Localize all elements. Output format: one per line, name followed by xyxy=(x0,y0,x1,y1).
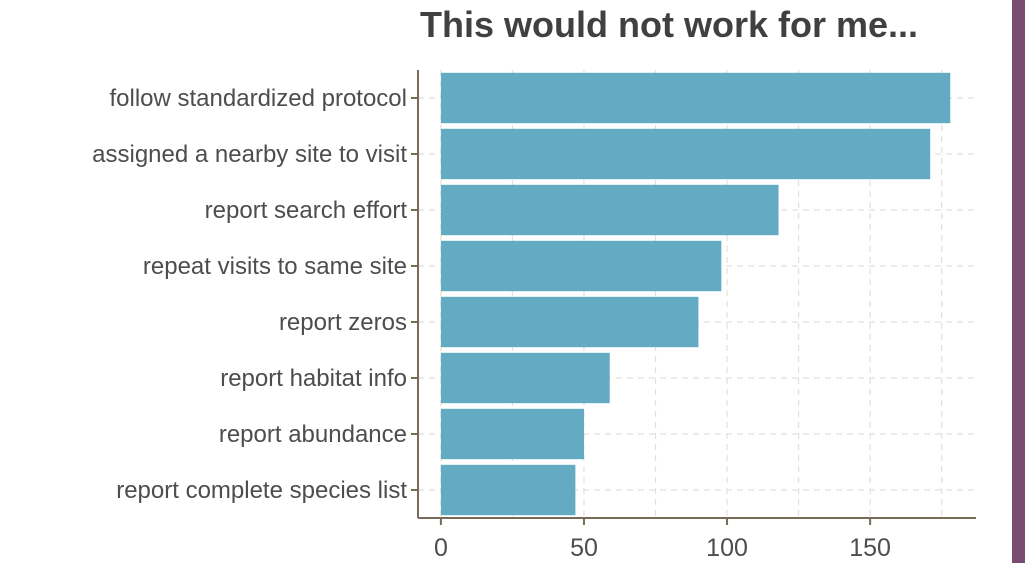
x-tick-label: 100 xyxy=(706,534,748,562)
y-tick-label: repeat visits to same site xyxy=(143,253,407,280)
y-tick-label: report habitat info xyxy=(220,365,407,392)
axis-layer: follow standardized protocol assigned a n… xyxy=(92,70,976,562)
bar xyxy=(440,296,699,348)
bar xyxy=(440,128,931,180)
chart-title: This would not work for me... xyxy=(420,4,919,45)
bar-layer xyxy=(440,72,951,516)
side-band xyxy=(1012,0,1025,563)
x-tick-label: 50 xyxy=(570,534,598,562)
y-tick-label: report zeros xyxy=(279,309,407,336)
y-tick-label: assigned a nearby site to visit xyxy=(92,141,407,168)
bar xyxy=(440,184,779,236)
bar xyxy=(440,464,576,516)
x-tick-label: 150 xyxy=(849,534,891,562)
y-tick-label: report abundance xyxy=(219,421,407,448)
y-tick-label: follow standardized protocol xyxy=(109,85,407,112)
y-tick-label: report search effort xyxy=(205,197,408,224)
y-tick-label: report complete species list xyxy=(116,477,407,504)
bar xyxy=(440,240,722,292)
bar xyxy=(440,72,951,124)
bar xyxy=(440,352,610,404)
bar xyxy=(440,408,584,460)
x-tick-label: 0 xyxy=(434,534,448,562)
